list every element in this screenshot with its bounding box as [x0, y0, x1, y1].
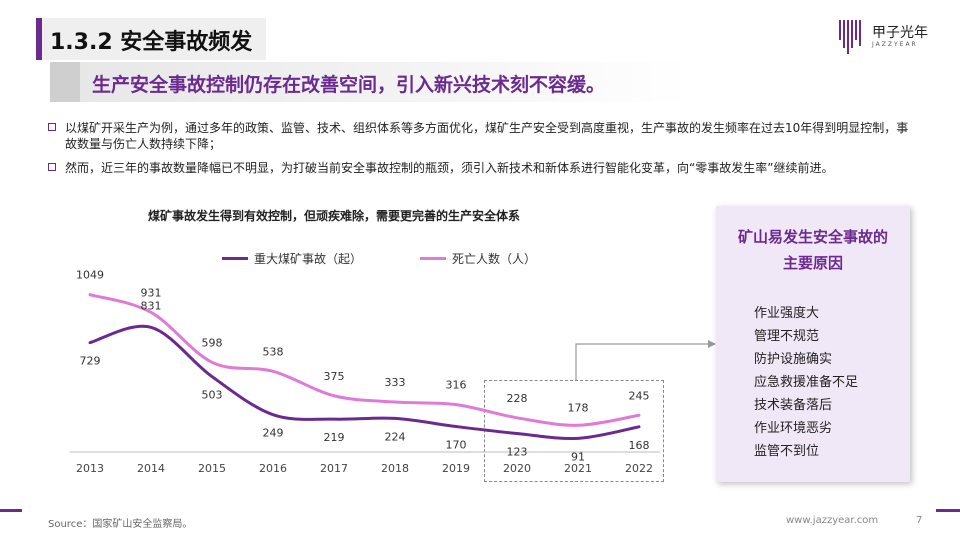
- logo-mark-icon: [839, 20, 861, 54]
- deaths-data-label: 1049: [76, 269, 104, 282]
- subtitle-banner: [50, 62, 690, 102]
- connector-arrow-icon: [708, 340, 716, 348]
- footer-accent-right: [936, 509, 960, 512]
- deaths-data-label: 178: [568, 401, 589, 414]
- logo-name: 甲子光年: [872, 25, 928, 41]
- cause-item: 管理不规范: [754, 329, 820, 344]
- cause-item: 技术装备落后: [754, 398, 833, 413]
- accidents-data-label: 168: [629, 439, 650, 452]
- x-tick-label: 2022: [625, 462, 653, 475]
- accidents-data-label: 123: [507, 446, 528, 459]
- x-tick-label: 2014: [137, 462, 165, 475]
- x-tick-label: 2015: [198, 462, 226, 475]
- legend-item-deaths: 死亡人数（人）: [420, 250, 536, 267]
- legend-swatch: [222, 257, 248, 260]
- chart-title: 煤矿事故发生得到有效控制，但顽疾难除，需要更完善的生产安全体系: [148, 209, 521, 223]
- legend-item-accidents: 重大煤矿事故（起）: [222, 250, 362, 267]
- accidents-data-label: 170: [446, 439, 467, 452]
- connector-line: [575, 343, 712, 380]
- section-title: 1.3.2 安全事故频发: [50, 30, 253, 55]
- accidents-data-label: 503: [202, 389, 223, 402]
- bullet-item: 然而，近三年的事故数量降幅已不明显，为打破当前安全事故控制的瓶颈，须引入新技术和…: [48, 160, 914, 176]
- x-tick-label: 2018: [381, 462, 409, 475]
- accidents-series-line: [88, 324, 641, 441]
- cause-list: 作业强度大 管理不规范 防护设施确实 应急救援准备不足 技术装备落后 作业环境恶…: [754, 302, 858, 463]
- logo-subtext: JAZZYEAR: [872, 41, 918, 48]
- bullet-list: 以煤矿开采生产为例，通过多年的政策、监管、技术、组织体系等多方面优化，煤矿生产安…: [48, 120, 914, 184]
- bullet-item: 以煤矿开采生产为例，通过多年的政策、监管、技术、组织体系等多方面优化，煤矿生产安…: [48, 120, 914, 152]
- accidents-data-label: 219: [324, 431, 345, 444]
- cause-item: 监管不到位: [754, 444, 820, 459]
- legend-label: 死亡人数（人）: [452, 252, 537, 266]
- bullet-text: 然而，近三年的事故数量降幅已不明显，为打破当前安全事故控制的瓶颈，须引入新技术和…: [65, 161, 834, 175]
- deaths-data-label: 375: [324, 370, 345, 383]
- website-link[interactable]: www.jazzyear.com: [786, 515, 879, 526]
- cause-item: 作业环境恶劣: [754, 421, 833, 436]
- deaths-data-label: 931: [141, 286, 162, 299]
- x-tick-label: 2021: [564, 462, 592, 475]
- subtitle-banner-edge: [50, 62, 80, 102]
- deaths-data-label: 245: [629, 389, 650, 402]
- cause-panel-title-line2: 主要原因: [782, 254, 843, 272]
- cause-item: 作业强度大: [754, 306, 820, 321]
- x-tick-label: 2019: [442, 462, 470, 475]
- deaths-data-label: 538: [263, 345, 284, 358]
- accidents-data-label: 729: [80, 355, 101, 368]
- deaths-series-line: [88, 293, 641, 427]
- legend-swatch: [420, 257, 446, 260]
- bullet-square-icon: [48, 123, 56, 131]
- accidents-data-label: 91: [571, 450, 585, 463]
- cause-item: 防护设施确实: [754, 352, 833, 367]
- x-tick-label: 2013: [76, 462, 104, 475]
- deaths-data-label: 316: [446, 379, 467, 392]
- bullet-text: 以煤矿开采生产为例，通过多年的政策、监管、技术、组织体系等多方面优化，煤矿生产安…: [65, 121, 909, 151]
- accidents-data-label: 831: [141, 299, 162, 312]
- accidents-data-label: 224: [385, 430, 406, 443]
- title-accent-bar: [36, 18, 42, 60]
- x-tick-label: 2016: [259, 462, 287, 475]
- cause-panel-title: 矿山易发生安全事故的 主要原因: [716, 224, 910, 276]
- brand-logo: 甲子光年 JAZZYEAR: [838, 18, 948, 54]
- deaths-data-label: 333: [385, 376, 406, 389]
- bullet-square-icon: [48, 163, 56, 171]
- x-tick-label: 2020: [503, 462, 531, 475]
- deaths-data-label: 228: [507, 392, 528, 405]
- cause-panel-title-line1: 矿山易发生安全事故的: [737, 228, 888, 246]
- accidents-data-label: 249: [263, 427, 284, 440]
- source-note: Source：国家矿山安全监察局。: [48, 519, 193, 530]
- subtitle: 生产安全事故控制仍存在改善空间，引入新兴技术刻不容缓。: [92, 74, 606, 96]
- section-title-bar: 1.3.2 安全事故频发: [36, 18, 266, 60]
- footer-accent-left: [0, 509, 22, 512]
- cause-panel: 矿山易发生安全事故的 主要原因 作业强度大 管理不规范 防护设施确实 应急救援准…: [716, 206, 910, 482]
- page-number: 7: [916, 515, 923, 526]
- deaths-data-label: 598: [202, 336, 223, 349]
- legend-label: 重大煤矿事故（起）: [254, 252, 363, 266]
- cause-item: 应急救援准备不足: [754, 375, 859, 390]
- x-tick-label: 2017: [320, 462, 348, 475]
